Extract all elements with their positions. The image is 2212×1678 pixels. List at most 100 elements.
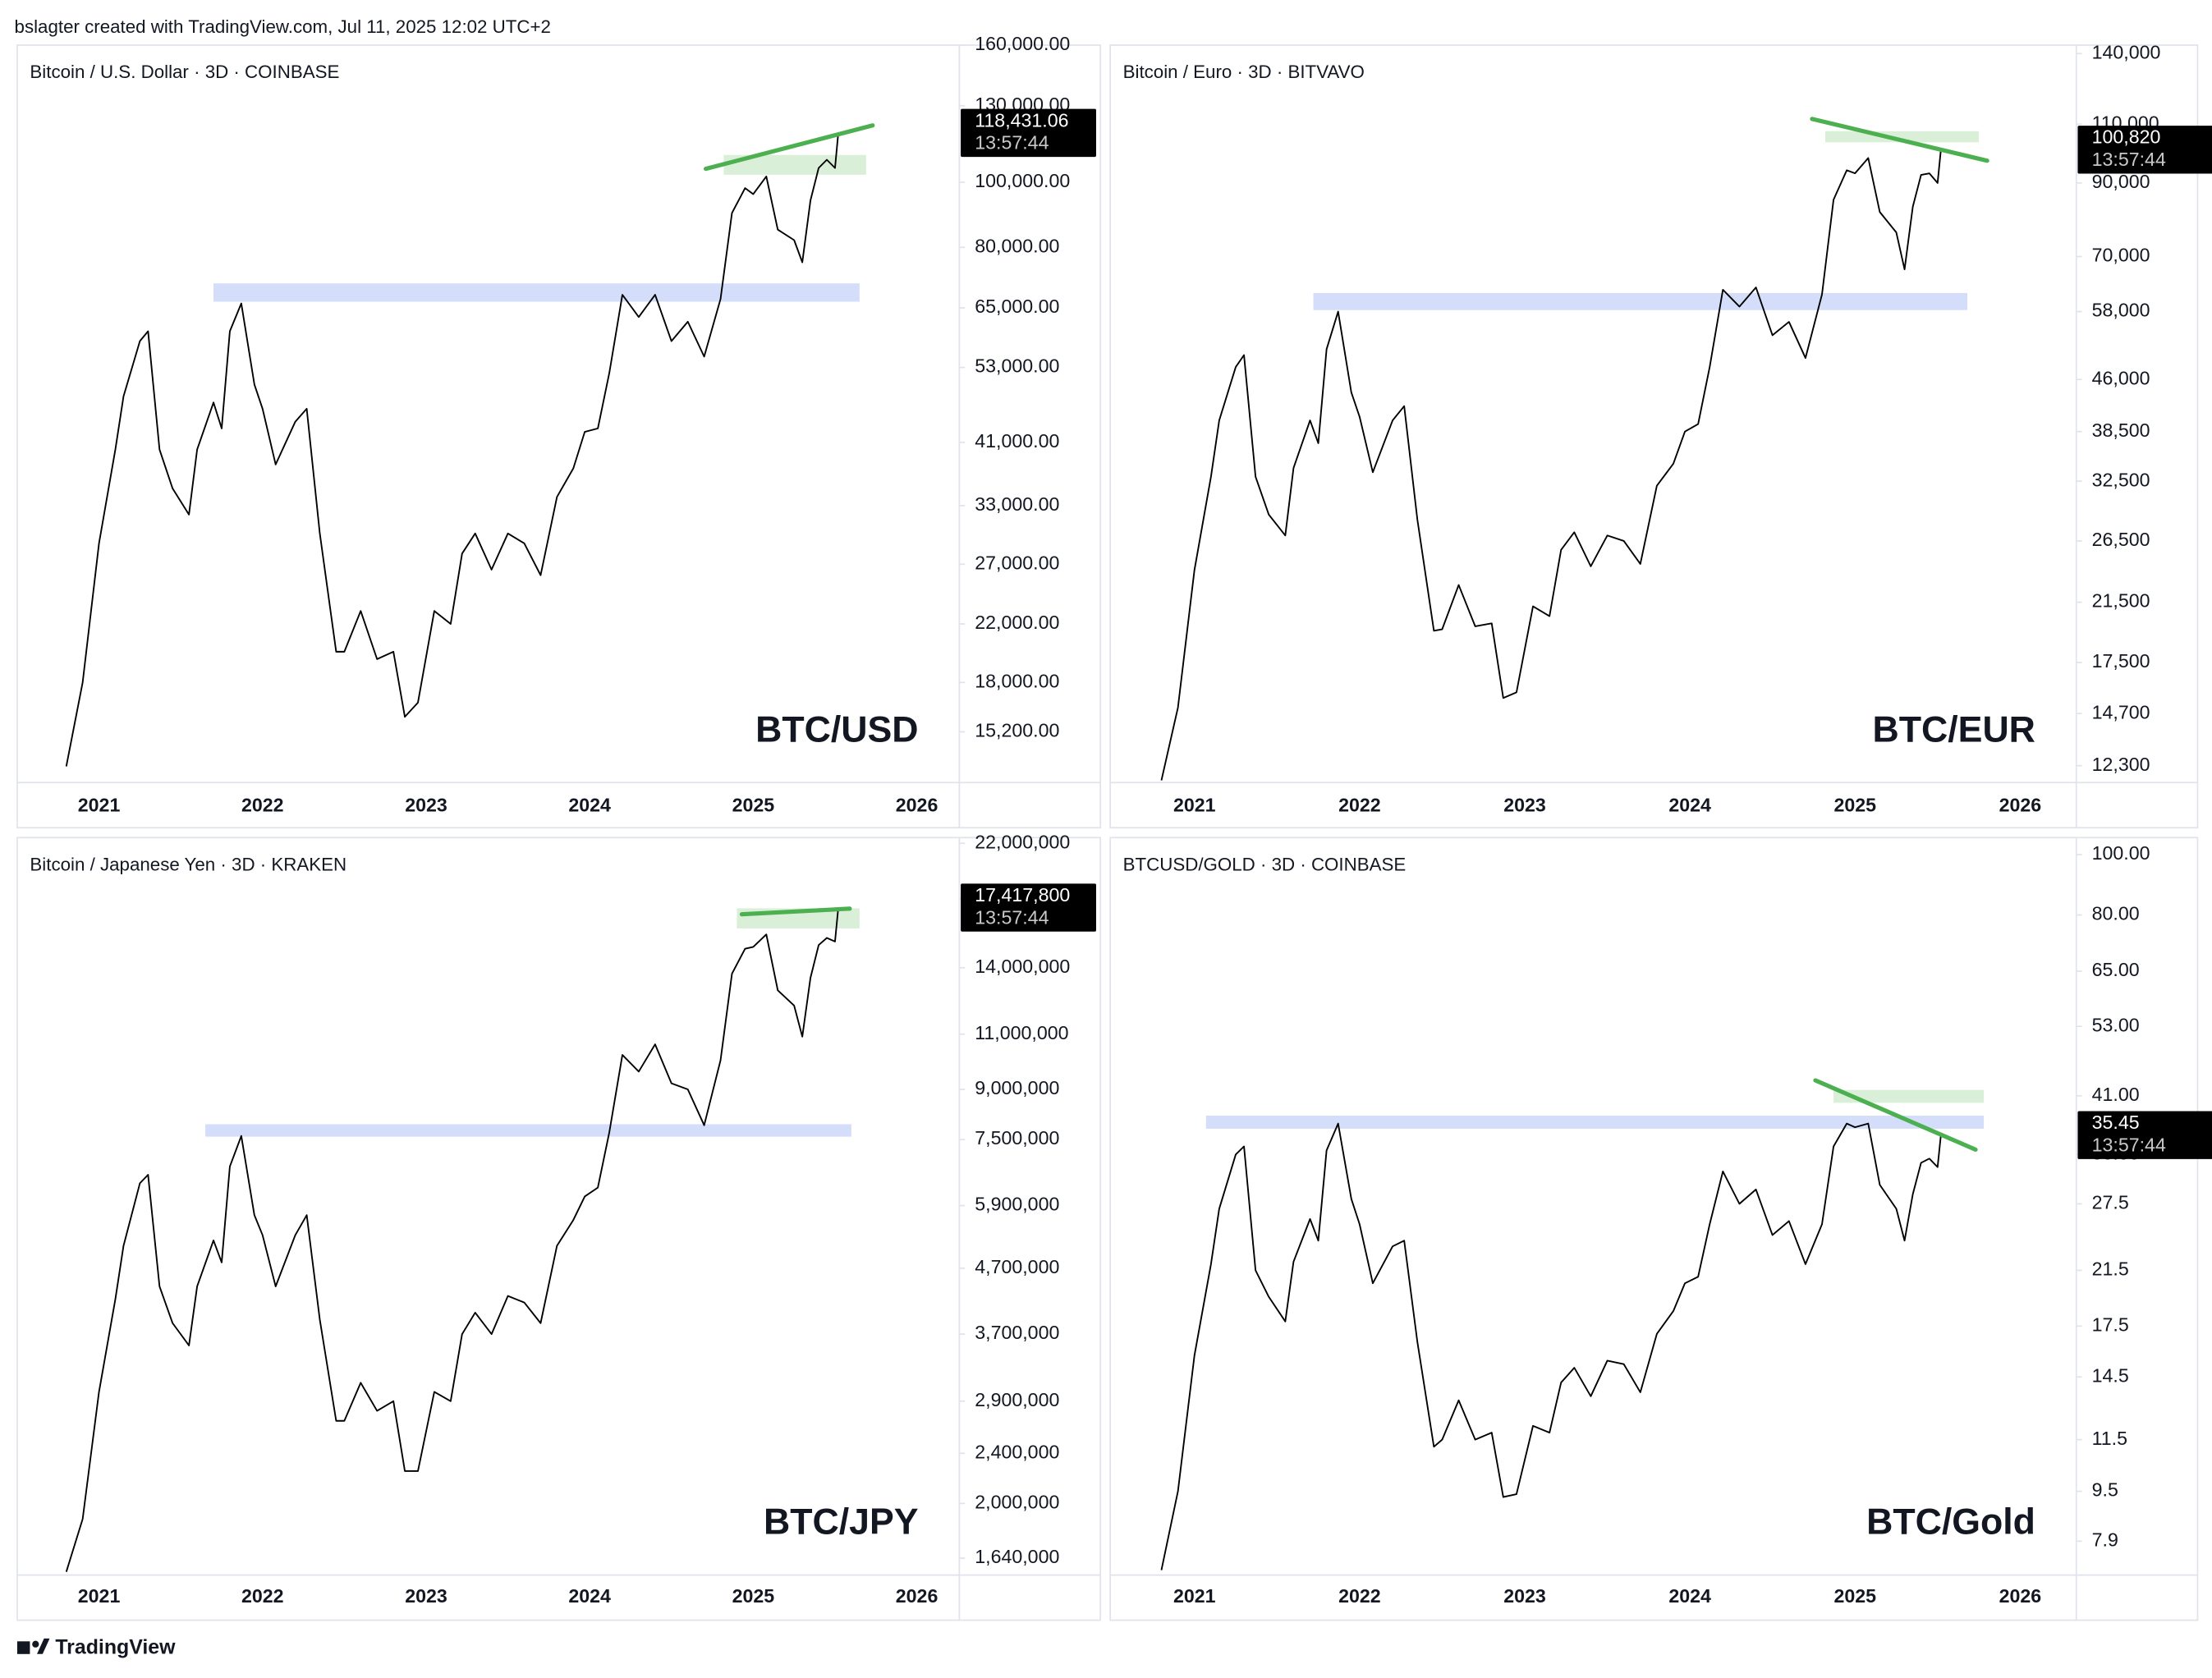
- y-tick-label: 22,000.00: [975, 612, 1059, 633]
- tradingview-logo: [16, 1638, 50, 1654]
- x-tick-label: 2022: [241, 795, 284, 816]
- x-tick-label: 2024: [1668, 795, 1711, 816]
- last-price-label: 17,417,800: [975, 884, 1070, 905]
- panel-frame: [16, 44, 1101, 829]
- panel-frame: [1109, 837, 2199, 1621]
- plot-area: [1160, 131, 1980, 781]
- x-tick-label: 2022: [1338, 795, 1381, 816]
- y-tick-label: 21.5: [2092, 1258, 2129, 1280]
- y-tick-label: 38,500: [2092, 420, 2150, 441]
- price-zone: [205, 1124, 851, 1137]
- y-tick-label: 22,000,000: [975, 831, 1070, 852]
- y-tick-label: 2,000,000: [975, 1492, 1059, 1513]
- price-zone: [1825, 131, 1980, 143]
- x-tick-label: 2021: [78, 1585, 121, 1607]
- y-tick-label: 70,000: [2092, 245, 2150, 266]
- chart-title: Bitcoin / Japanese Yen · 3D · KRAKEN: [30, 855, 346, 875]
- x-tick-label: 2021: [1173, 1585, 1216, 1607]
- x-tick-label: 2024: [568, 1585, 611, 1607]
- chart-title: Bitcoin / Euro · 3D · BITVAVO: [1123, 62, 1365, 82]
- y-tick-label: 18,000.00: [975, 670, 1059, 691]
- last-price-label: 35.45: [2092, 1112, 2140, 1133]
- price-line: [65, 132, 839, 767]
- y-tick-label: 27,000.00: [975, 552, 1059, 573]
- x-tick-label: 2026: [896, 1585, 938, 1607]
- y-tick-label: 14,000,000: [975, 956, 1070, 977]
- bar-countdown: 13:57:44: [2092, 149, 2166, 170]
- price-zone: [1313, 292, 1967, 310]
- price-zone: [1833, 1089, 1985, 1103]
- y-tick-label: 53,000.00: [975, 355, 1059, 377]
- x-tick-label: 2023: [405, 795, 447, 816]
- pair-label: BTC/USD: [755, 709, 918, 750]
- y-tick-label: 90,000: [2092, 171, 2150, 192]
- price-zone: [1205, 1115, 1985, 1129]
- y-tick-label: 9,000,000: [975, 1077, 1059, 1098]
- y-tick-label: 11.5: [2092, 1428, 2127, 1449]
- x-tick-label: 2025: [1833, 1585, 1876, 1607]
- y-tick-label: 140,000: [2092, 41, 2161, 62]
- trend-line: [704, 123, 875, 172]
- bar-countdown: 13:57:44: [975, 906, 1049, 928]
- panel-frame: [1109, 44, 2199, 829]
- plot-area: [65, 907, 860, 1572]
- chart-panel: Bitcoin / U.S. Dollar · 3D · COINBASE BTC…: [16, 33, 1101, 829]
- y-tick-label: 160,000.00: [975, 33, 1070, 54]
- logo-icon: [16, 1641, 30, 1654]
- x-tick-label: 2025: [732, 795, 775, 816]
- y-tick-label: 65,000.00: [975, 296, 1059, 317]
- last-price-box: [2077, 1111, 2212, 1159]
- last-price-label: 118,431.06: [975, 109, 1068, 131]
- x-tick-label: 2023: [1503, 1585, 1546, 1607]
- y-tick-label: 33,000.00: [975, 493, 1059, 515]
- y-tick-label: 100,000.00: [975, 170, 1070, 191]
- x-tick-label: 2025: [1833, 795, 1876, 816]
- y-tick-label: 46,000: [2092, 367, 2150, 388]
- y-tick-label: 4,700,000: [975, 1256, 1059, 1277]
- y-tick-label: 58,000: [2092, 300, 2150, 321]
- x-tick-label: 2024: [568, 795, 611, 816]
- price-line: [1160, 149, 1942, 781]
- panel-frame: [16, 837, 1101, 1621]
- price-line: [65, 907, 839, 1572]
- pair-label: BTC/Gold: [1866, 1502, 2035, 1543]
- last-price-box: [961, 108, 1096, 158]
- pair-label: BTC/JPY: [764, 1502, 919, 1543]
- logo-icon: [37, 1638, 50, 1654]
- x-tick-label: 2021: [78, 795, 121, 816]
- last-price-label: 100,820: [2092, 126, 2161, 148]
- y-tick-label: 26,500: [2092, 529, 2150, 550]
- y-tick-label: 80.00: [2092, 903, 2140, 924]
- y-tick-label: 15,200.00: [975, 720, 1059, 741]
- x-tick-label: 2021: [1173, 795, 1216, 816]
- x-tick-label: 2026: [1999, 795, 2042, 816]
- y-tick-label: 2,900,000: [975, 1389, 1059, 1410]
- last-price-box: [2077, 126, 2212, 174]
- footer-brand: TradingView: [55, 1636, 176, 1659]
- last-price-box: [961, 883, 1096, 932]
- y-tick-label: 53.00: [2092, 1014, 2140, 1035]
- y-tick-label: 7.9: [2092, 1529, 2118, 1550]
- y-tick-label: 17,500: [2092, 650, 2150, 672]
- chart-panel: Bitcoin / Euro · 3D · BITVAVO BTC/EUR 2021…: [1109, 41, 2212, 829]
- y-tick-label: 32,500: [2092, 469, 2150, 490]
- x-tick-label: 2023: [405, 1585, 447, 1607]
- y-tick-label: 65.00: [2092, 959, 2140, 980]
- trend-line: [1813, 1078, 1978, 1152]
- price-zone: [213, 283, 860, 302]
- y-tick-label: 80,000.00: [975, 235, 1059, 256]
- y-tick-label: 41.00: [2092, 1084, 2140, 1105]
- y-tick-label: 14,700: [2092, 701, 2150, 722]
- y-tick-label: 11,000,000: [975, 1022, 1068, 1043]
- y-tick-label: 9.5: [2092, 1479, 2118, 1501]
- y-tick-label: 1,640,000: [975, 1546, 1059, 1567]
- x-tick-label: 2022: [1338, 1585, 1381, 1607]
- chart-panel: Bitcoin / Japanese Yen · 3D · KRAKEN BTC/…: [16, 831, 1101, 1621]
- y-tick-label: 100.00: [2092, 842, 2150, 864]
- bar-countdown: 13:57:44: [975, 132, 1049, 154]
- plot-area: [1160, 1089, 1985, 1570]
- x-tick-label: 2026: [896, 795, 938, 816]
- trend-line: [1810, 117, 1989, 163]
